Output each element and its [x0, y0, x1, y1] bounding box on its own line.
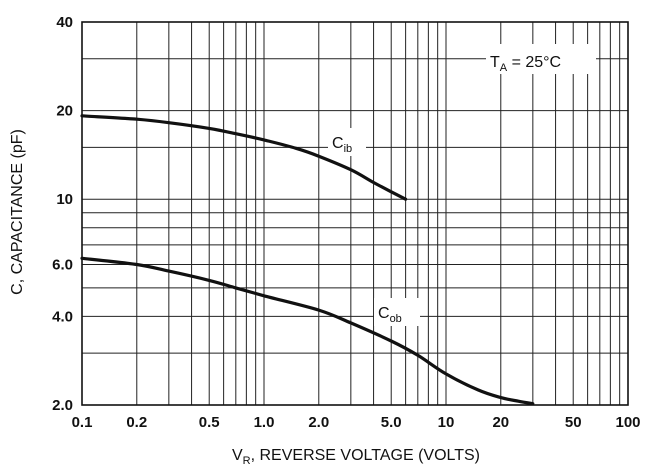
- x-axis-label: VR, REVERSE VOLTAGE (VOLTS): [232, 447, 480, 466]
- series-label-cib: Cib: [332, 135, 352, 155]
- series-label-cob-background: [374, 298, 420, 326]
- series-label-cib-background: [328, 128, 366, 156]
- y-tick-label: 4.0: [52, 308, 73, 325]
- condition-label-background: [486, 44, 596, 74]
- y-axis-label: C, CAPACITANCE (pF): [9, 129, 26, 295]
- y-tick-label: 40: [56, 14, 73, 31]
- condition-label: TA = 25°C: [490, 54, 561, 74]
- y-tick-label: 20: [56, 103, 73, 120]
- x-tick-label: 5.0: [381, 414, 402, 431]
- x-tick-label: 1.0: [254, 414, 275, 431]
- x-tick-label: 100: [615, 414, 640, 431]
- series-line-cib: [80, 114, 408, 201]
- series-layer: [80, 114, 535, 406]
- x-tick-label: 0.1: [72, 414, 93, 431]
- grid: [81, 21, 629, 406]
- plot-frame: [81, 21, 629, 406]
- x-tick-label: 10: [438, 414, 455, 431]
- x-tick-label: 0.2: [126, 414, 147, 431]
- series-line-cob: [80, 256, 535, 406]
- y-tick-label: 2.0: [52, 397, 73, 414]
- tick-labels: 0.1 0.2 0.5 1.0 2.0 5.0 10 20 50 100 2.0 4.0 6.0 10 20…: [52, 14, 640, 431]
- y-tick-label: 6.0: [52, 257, 73, 274]
- x-tick-label: 0.5: [199, 414, 220, 431]
- x-tick-label: 50: [565, 414, 582, 431]
- x-tick-label: 20: [492, 414, 509, 431]
- x-tick-label: 2.0: [308, 414, 329, 431]
- series-label-cob: Cob: [378, 305, 402, 325]
- y-tick-label: 10: [56, 191, 73, 208]
